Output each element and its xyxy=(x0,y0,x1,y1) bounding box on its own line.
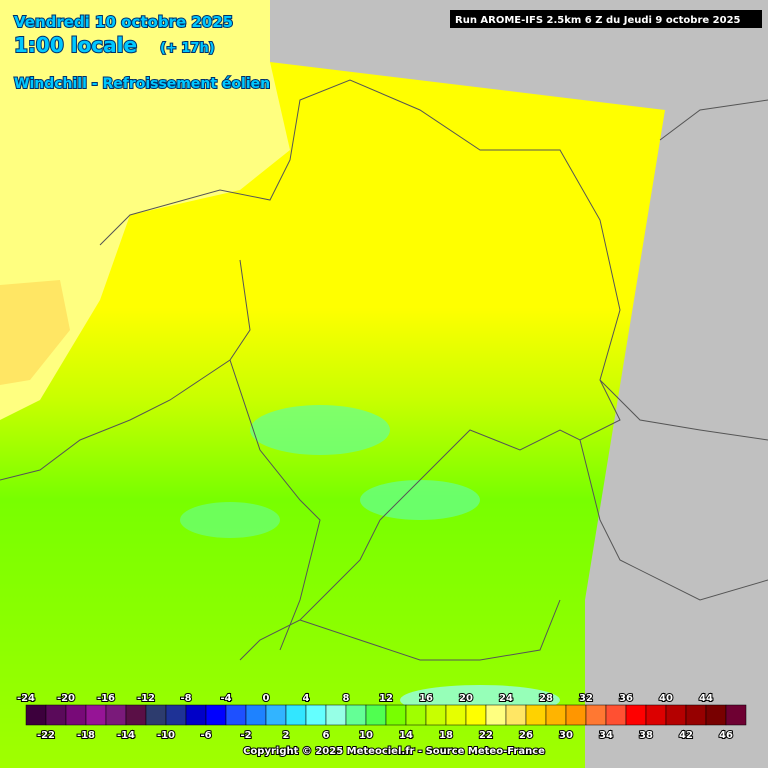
legend-label: -24 xyxy=(17,693,35,704)
legend-label: -22 xyxy=(37,730,55,741)
legend-swatch xyxy=(105,704,127,726)
legend-label: 8 xyxy=(343,693,350,704)
legend-label: 34 xyxy=(599,730,613,741)
legend-label: -16 xyxy=(97,693,115,704)
legend-label: 20 xyxy=(459,693,473,704)
legend-swatch xyxy=(725,704,747,726)
borders xyxy=(0,79,768,661)
legend-swatch xyxy=(425,704,447,726)
legend-label: 22 xyxy=(479,730,493,741)
legend-swatch xyxy=(665,704,687,726)
legend-label: 10 xyxy=(359,730,373,741)
legend-label: 40 xyxy=(659,693,673,704)
legend-label: 28 xyxy=(539,693,553,704)
legend-label: -6 xyxy=(200,730,211,741)
legend-swatch xyxy=(605,704,627,726)
lead: (+ 17h) xyxy=(160,41,215,56)
legend-swatch xyxy=(405,704,427,726)
legend-label: -4 xyxy=(220,693,231,704)
legend-label: 26 xyxy=(519,730,533,741)
legend-label: -10 xyxy=(157,730,175,741)
legend-label: 36 xyxy=(619,693,633,704)
legend-swatch xyxy=(265,704,287,726)
cold-area xyxy=(250,405,390,455)
legend-swatch xyxy=(185,704,207,726)
legend-label: 6 xyxy=(323,730,330,741)
legend-swatch xyxy=(645,704,667,726)
legend-swatch xyxy=(385,704,407,726)
legend-swatch xyxy=(325,704,347,726)
legend-label: 18 xyxy=(439,730,453,741)
legend-label: -18 xyxy=(77,730,95,741)
legend-swatch xyxy=(65,704,87,726)
run-box xyxy=(450,10,762,28)
legend-swatch xyxy=(505,704,527,726)
legend-label: 12 xyxy=(379,693,393,704)
legend-swatch xyxy=(545,704,567,726)
legend-label: -12 xyxy=(137,693,155,704)
legend-label: 32 xyxy=(579,693,593,704)
legend-swatch xyxy=(345,704,367,726)
parameter: Windchill - Refroissement éolien xyxy=(14,76,270,92)
legend-label: 46 xyxy=(719,730,733,741)
cold-area xyxy=(360,480,480,520)
legend-label: 30 xyxy=(559,730,573,741)
legend-swatch xyxy=(485,704,507,726)
copyright: Copyright © 2025 Meteociel.fr - Source M… xyxy=(243,746,545,757)
run: Run AROME-IFS 2.5km 6 Z du Jeudi 9 octob… xyxy=(455,15,741,26)
legend-swatch xyxy=(625,704,647,726)
legend-swatch xyxy=(85,704,107,726)
legend-swatch xyxy=(445,704,467,726)
legend-label: 38 xyxy=(639,730,653,741)
legend: -24-22-20-18-16-14-12-10-8-6-4-202468101… xyxy=(16,692,747,742)
legend-label: 44 xyxy=(699,693,713,704)
legend-label: 4 xyxy=(303,693,310,704)
legend-swatch xyxy=(465,704,487,726)
sea-area xyxy=(0,0,290,420)
legend-label: 14 xyxy=(399,730,413,741)
legend-swatch xyxy=(145,704,167,726)
legend-swatch xyxy=(685,704,707,726)
legend-swatch xyxy=(285,704,307,726)
legend-swatch xyxy=(525,704,547,726)
legend-label: 16 xyxy=(419,693,433,704)
sea-warm xyxy=(0,280,70,385)
legend-swatch xyxy=(205,704,227,726)
legend-label: -20 xyxy=(57,693,75,704)
legend-label: 2 xyxy=(283,730,290,741)
legend-swatch xyxy=(225,704,247,726)
legend-swatch xyxy=(705,704,727,726)
legend-swatch xyxy=(125,704,147,726)
legend-label: 42 xyxy=(679,730,693,741)
legend-swatch xyxy=(25,704,47,726)
legend-swatch xyxy=(45,704,67,726)
header: Vendredi 10 octobre 2025 1:00 locale (+ … xyxy=(13,10,762,93)
date: Vendredi 10 octobre 2025 xyxy=(14,13,233,31)
legend-swatch xyxy=(165,704,187,726)
legend-swatch xyxy=(565,704,587,726)
legend-swatch xyxy=(585,704,607,726)
legend-label: -8 xyxy=(180,693,191,704)
time: 1:00 locale xyxy=(14,33,137,57)
cold-area xyxy=(180,502,280,538)
legend-label: 24 xyxy=(499,693,513,704)
legend-label: 0 xyxy=(263,693,270,704)
legend-swatch xyxy=(245,704,267,726)
legend-swatch xyxy=(305,704,327,726)
legend-swatch xyxy=(365,704,387,726)
legend-label: -2 xyxy=(240,730,251,741)
legend-label: -14 xyxy=(117,730,135,741)
